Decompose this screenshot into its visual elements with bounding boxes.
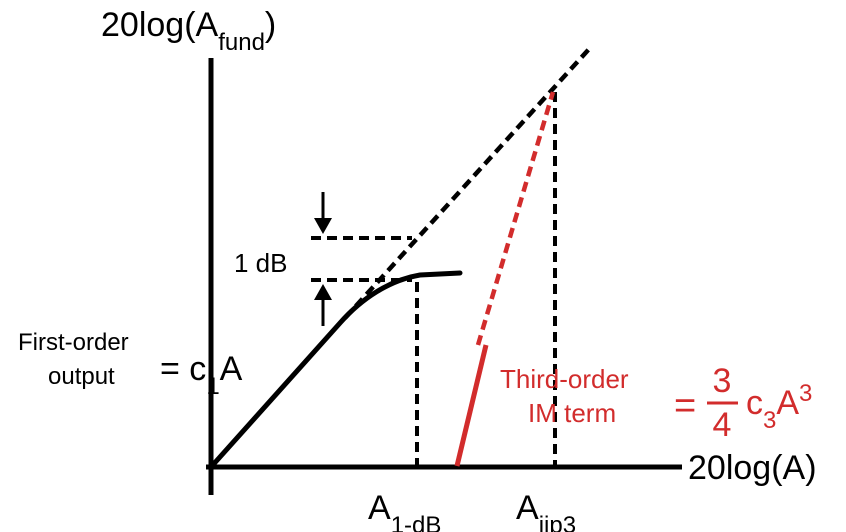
first-order-curve bbox=[208, 270, 463, 470]
third-order-label-line1: Third-order bbox=[500, 364, 629, 394]
third-order-solid bbox=[454, 344, 489, 467]
third-order-frac-num: 3 bbox=[713, 362, 732, 400]
x-axis-label: 20log(A) bbox=[688, 449, 817, 487]
a-1db-label: A1-dB bbox=[368, 489, 441, 532]
one-db-arrow-down bbox=[314, 192, 332, 234]
y-axis-label: 20log(Afund) bbox=[101, 6, 276, 56]
third-order-dashed bbox=[475, 91, 556, 346]
a-iip3-label: Aiip3 bbox=[516, 489, 576, 532]
third-order-label-line2: IM term bbox=[528, 398, 616, 428]
one-db-label: 1 dB bbox=[234, 248, 288, 278]
third-order-frac-den: 4 bbox=[713, 406, 732, 444]
first-order-label-line2: output bbox=[48, 363, 115, 390]
one-db-arrow-up bbox=[314, 284, 332, 326]
first-order-extrapolation bbox=[343, 46, 592, 320]
first-order-label-line1: First-order bbox=[18, 329, 129, 356]
third-order-formula: c3A3 bbox=[746, 380, 812, 434]
first-order-formula: = c1A bbox=[160, 350, 243, 400]
third-order-equals: = bbox=[674, 385, 696, 427]
